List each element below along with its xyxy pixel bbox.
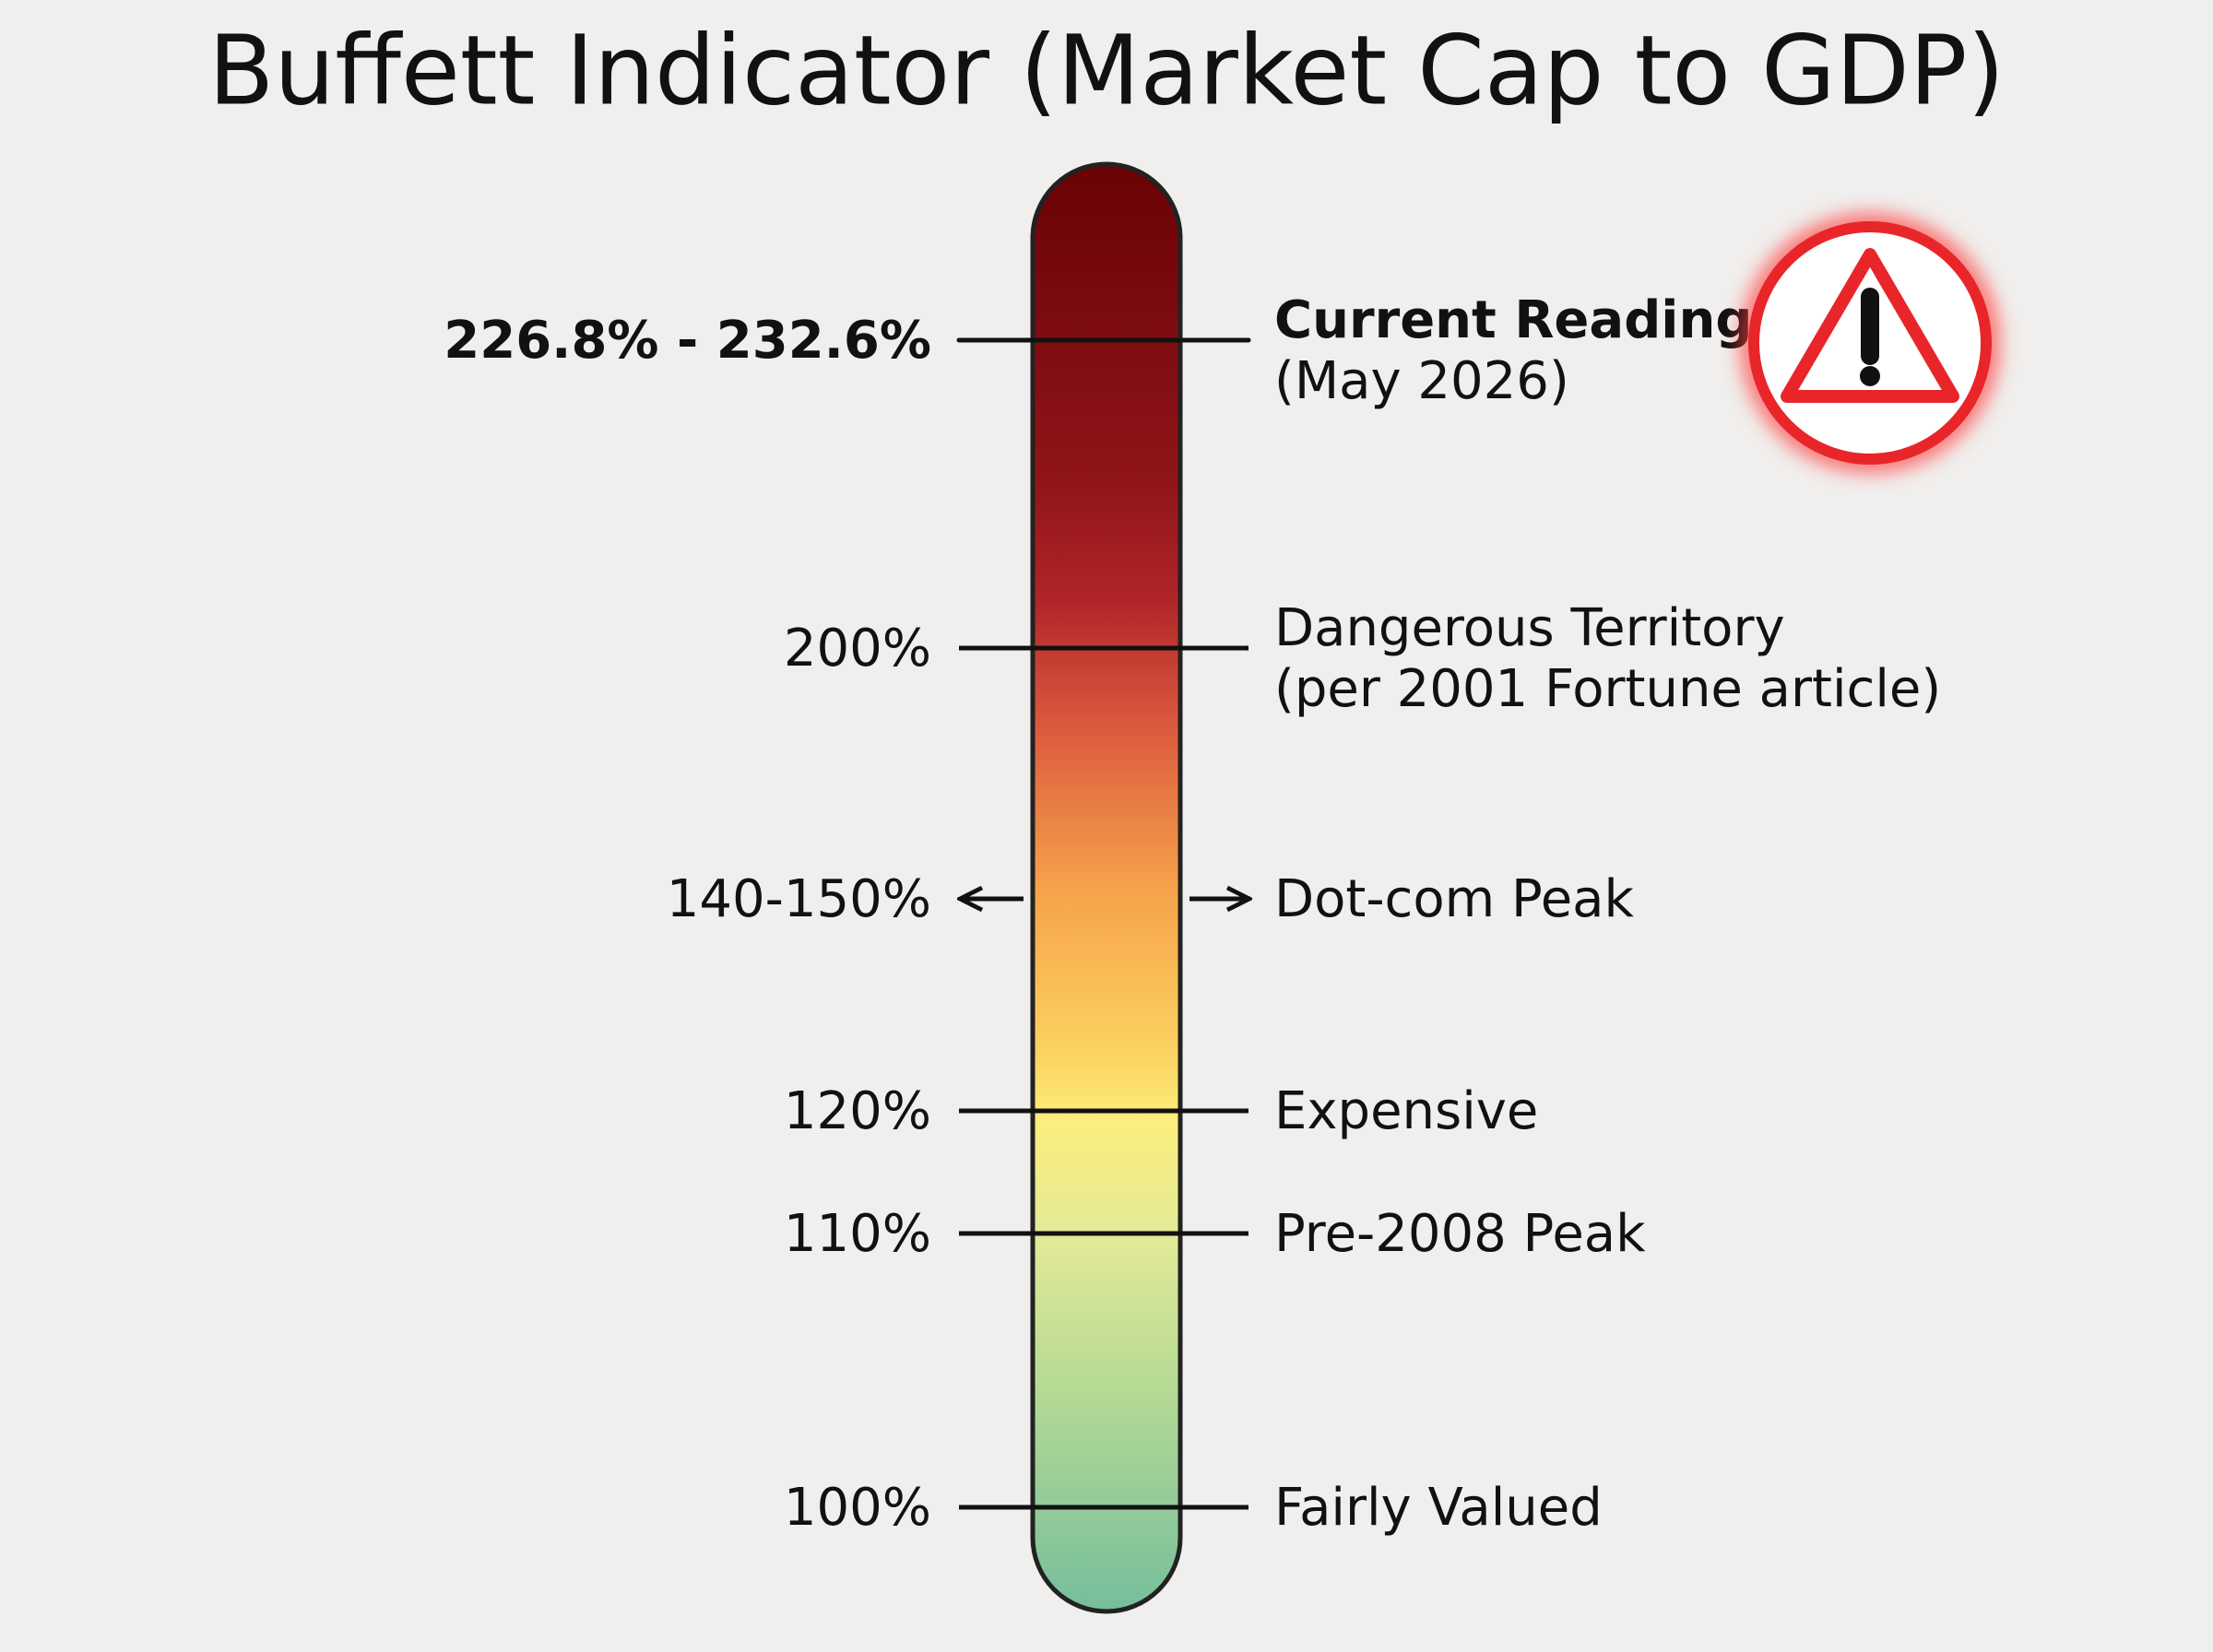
warning-icon bbox=[1740, 213, 2000, 473]
level-label: Current Reading bbox=[1274, 290, 1752, 350]
level-value: 110% bbox=[784, 1204, 931, 1264]
markers: 226.8% - 232.6% Current Reading(May 2026)… bbox=[444, 290, 1941, 1538]
level-value: 200% bbox=[784, 619, 931, 678]
level-value: 100% bbox=[784, 1478, 931, 1538]
level-note: (May 2026) bbox=[1274, 351, 1569, 411]
level-label: Expensive bbox=[1274, 1081, 1538, 1141]
title: Buffett Indicator (Market Cap to GDP) bbox=[208, 14, 2005, 126]
level-value: 140-150% bbox=[667, 869, 931, 929]
level-value: 226.8% - 232.6% bbox=[444, 311, 931, 371]
level-value: 120% bbox=[784, 1081, 931, 1141]
level-label: Dot-com Peak bbox=[1274, 869, 1634, 929]
level-note: (per 2001 Fortune article) bbox=[1274, 659, 1941, 719]
level-label: Dangerous Territory bbox=[1274, 598, 1785, 658]
level-label: Pre-2008 Peak bbox=[1274, 1204, 1646, 1264]
level-label: Fairly Valued bbox=[1274, 1478, 1603, 1538]
gauge-tube bbox=[1030, 161, 1183, 1614]
